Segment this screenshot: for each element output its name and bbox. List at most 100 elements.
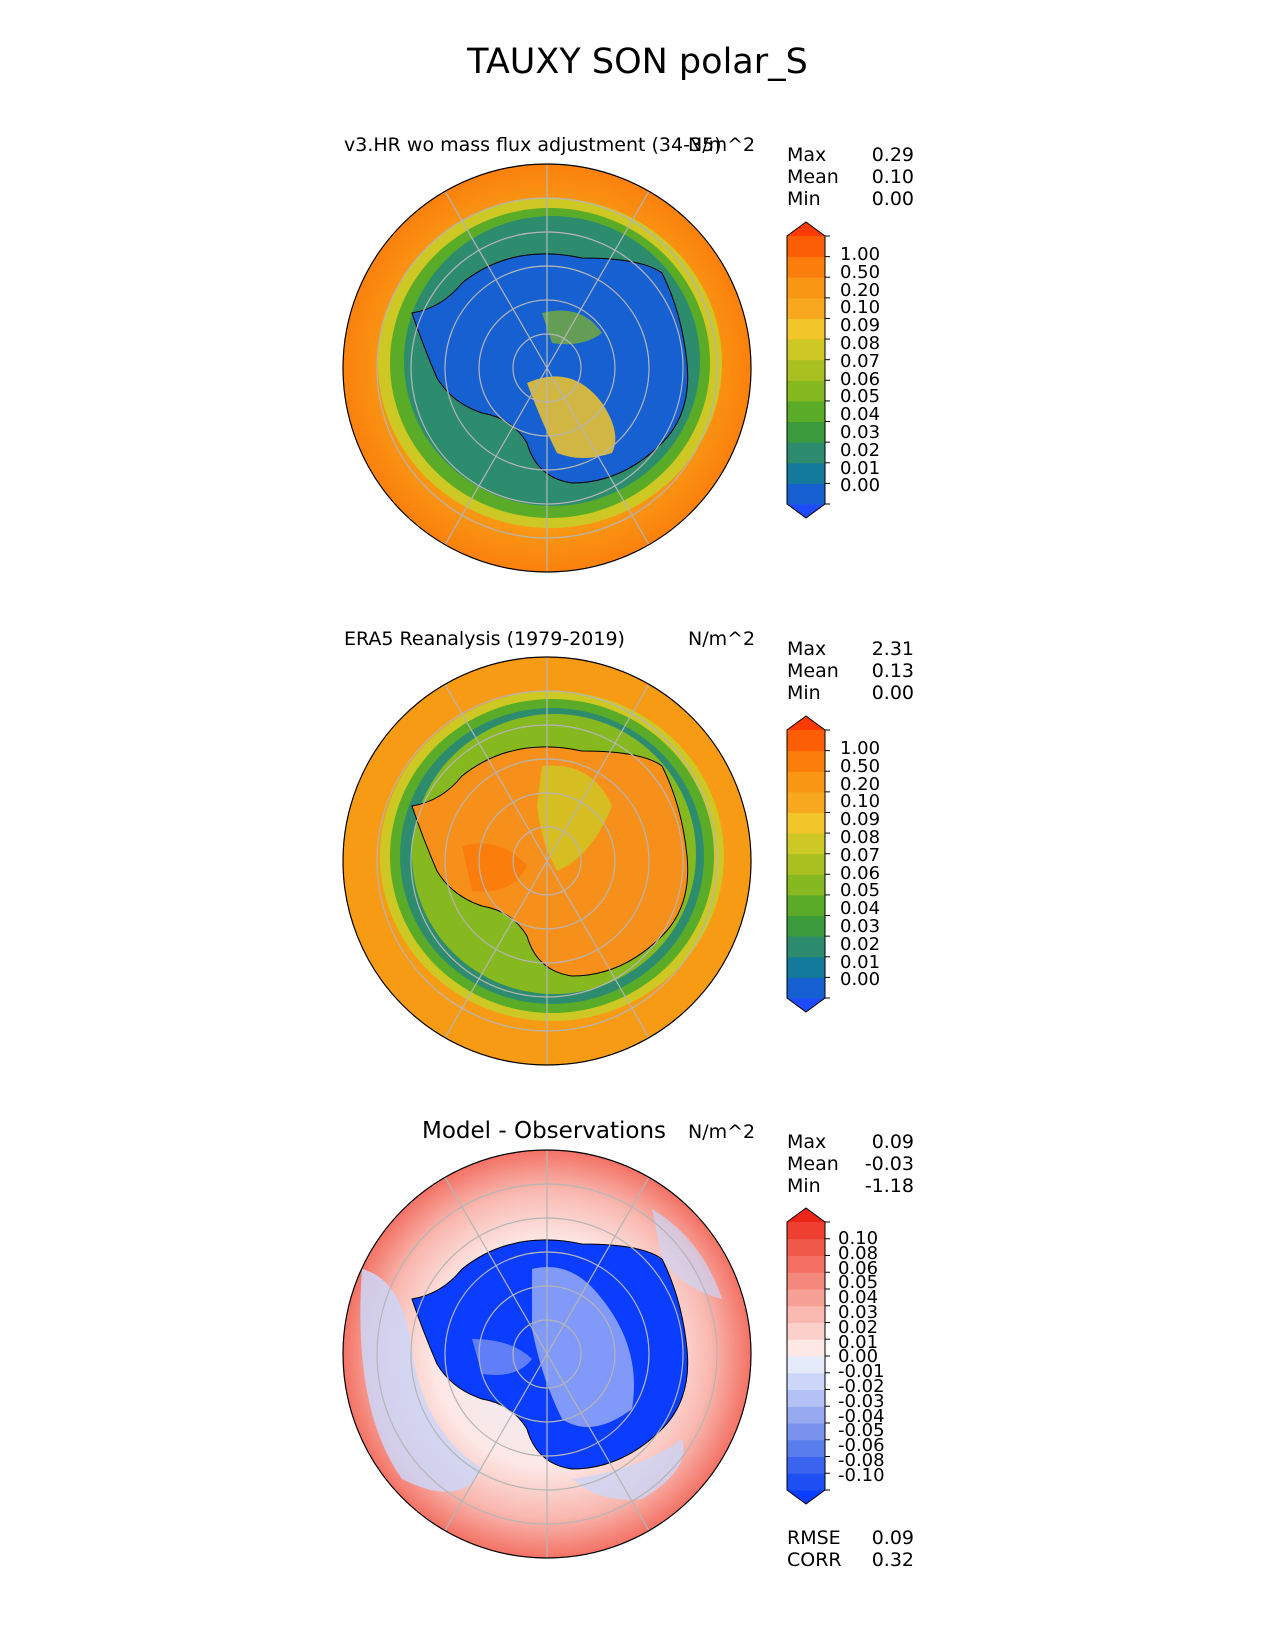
colorbar-band [787, 874, 825, 896]
cb-tick: -0.05 [838, 1420, 885, 1442]
colorbar-band [787, 1473, 825, 1491]
stat-label: Mean [787, 1153, 839, 1175]
metric-label: CORR [787, 1549, 842, 1571]
colorbar-band [787, 421, 825, 443]
cb-tick: 0.01 [838, 1331, 879, 1353]
colorbar-bands-test [786, 221, 830, 519]
cb-tick: 0.05 [840, 386, 881, 408]
colorbar-band [787, 915, 825, 937]
stat-value-mean: -0.03 [864, 1153, 914, 1175]
colorbar-band [787, 1439, 825, 1457]
colorbar-band [787, 956, 825, 978]
cb-tick: 0.06 [840, 368, 881, 390]
stat-label: Max [787, 144, 827, 166]
colorbar-band [787, 1356, 825, 1374]
cb-tick: 0.50 [840, 755, 881, 777]
cb-tick: -0.06 [838, 1435, 885, 1457]
colorbar-band [787, 853, 825, 875]
stat-label: Min [787, 1175, 821, 1197]
colorbar-ticks-diff: 0.10 0.08 0.06 0.05 0.04 0.03 0.02 0.01 … [838, 1228, 908, 1485]
colorbar-band [787, 1456, 825, 1474]
stat-value-max: 2.31 [871, 638, 914, 660]
colorbar-ref [786, 715, 830, 1013]
colorbar-band [787, 297, 825, 319]
colorbar-band [787, 400, 825, 423]
cb-tick: -0.02 [838, 1376, 885, 1397]
cb-tick: 0.08 [840, 827, 881, 848]
colorbar-band [787, 256, 825, 278]
stat-value-mean: 0.10 [871, 166, 914, 188]
stats-box-diff: Max 0.09 Mean -0.03 Min -1.18 [787, 1131, 914, 1197]
panel-units-diff: N/m^2 [688, 1121, 756, 1143]
stat-value-max: 0.09 [871, 1131, 914, 1153]
cb-tick: 0.02 [838, 1316, 879, 1338]
cb-tick: 0.05 [838, 1272, 879, 1294]
stat-label: Mean [787, 660, 839, 682]
cb-tick: -0.01 [838, 1361, 885, 1383]
stat-value-min: -1.18 [864, 1175, 914, 1197]
colorbar-band [787, 1222, 825, 1240]
cb-tick: 0.02 [840, 439, 881, 461]
cb-tick: 0.04 [840, 898, 881, 920]
cb-tick: 0.50 [840, 261, 881, 283]
cb-tick: 0.04 [838, 1287, 879, 1309]
cb-tick: 0.08 [838, 1242, 879, 1264]
colorbar-band [787, 1289, 825, 1307]
colorbar-band [787, 771, 825, 793]
cb-tick: 0.07 [840, 844, 881, 866]
colorbar-band [787, 894, 825, 917]
colorbar-band [787, 791, 825, 813]
stat-label: Max [787, 1131, 827, 1153]
colorbar-band [787, 318, 825, 340]
cb-tick: 0.00 [840, 969, 881, 991]
cb-tick: 0.04 [840, 404, 881, 426]
colorbar-band [787, 1372, 825, 1390]
cb-tick: -0.04 [838, 1405, 885, 1427]
polar-map-ref [342, 656, 752, 1066]
polar-map-test [342, 163, 752, 573]
colorbar-band [787, 1272, 825, 1290]
panel-title-test: v3.HR wo mass flux adjustment (34-35) [344, 134, 722, 156]
colorbar-ticks-test: 1.00 0.50 0.20 0.10 0.09 0.08 0.07 0.06 … [840, 246, 910, 496]
colorbar-band [787, 833, 825, 855]
stat-value-mean: 0.13 [871, 660, 914, 682]
stat-label: Min [787, 682, 821, 704]
colorbar-band [787, 1406, 825, 1424]
colorbar-band [787, 1238, 825, 1256]
cb-tick: 0.10 [838, 1228, 879, 1249]
stat-label: Mean [787, 166, 839, 188]
colorbar-band [787, 977, 825, 999]
colorbar-bands-ref [786, 715, 830, 1013]
stats-box-test: Max 0.29 Mean 0.10 Min 0.00 [787, 144, 914, 210]
colorbar-band [787, 1423, 825, 1441]
metric-label: RMSE [787, 1527, 841, 1549]
colorbar-band [787, 339, 825, 361]
cb-tick: 0.10 [840, 297, 881, 319]
colorbar-band [787, 1389, 825, 1407]
colorbar-extend-high [787, 222, 825, 236]
colorbar-extend-high [787, 1208, 825, 1222]
cb-tick: 0.00 [840, 475, 881, 497]
colorbar-extend-low [787, 1490, 825, 1504]
cb-tick: 0.10 [840, 791, 881, 813]
cb-tick: -0.03 [838, 1390, 885, 1412]
colorbar-band [787, 1322, 825, 1340]
colorbar-ticks-ref: 1.00 0.50 0.20 0.10 0.09 0.08 0.07 0.06 … [840, 740, 910, 990]
colorbar-band [787, 380, 825, 402]
cb-tick: 0.02 [840, 933, 881, 955]
cb-tick: 0.09 [840, 809, 881, 831]
cb-tick: 0.09 [840, 315, 881, 337]
colorbar-extend-high [787, 716, 825, 730]
colorbar-extend-low [787, 998, 825, 1012]
colorbar-band [787, 1339, 825, 1357]
panel-units-ref: N/m^2 [688, 628, 756, 650]
cb-tick: 1.00 [840, 244, 881, 265]
stat-value-min: 0.00 [871, 188, 914, 210]
colorbar-band [787, 236, 825, 258]
colorbar-band [787, 277, 825, 299]
colorbar-band [787, 750, 825, 772]
cb-tick: 0.03 [840, 422, 881, 443]
colorbar-diff [786, 1207, 830, 1505]
cb-tick: 0.06 [838, 1257, 879, 1279]
cb-tick: 0.03 [838, 1302, 879, 1323]
